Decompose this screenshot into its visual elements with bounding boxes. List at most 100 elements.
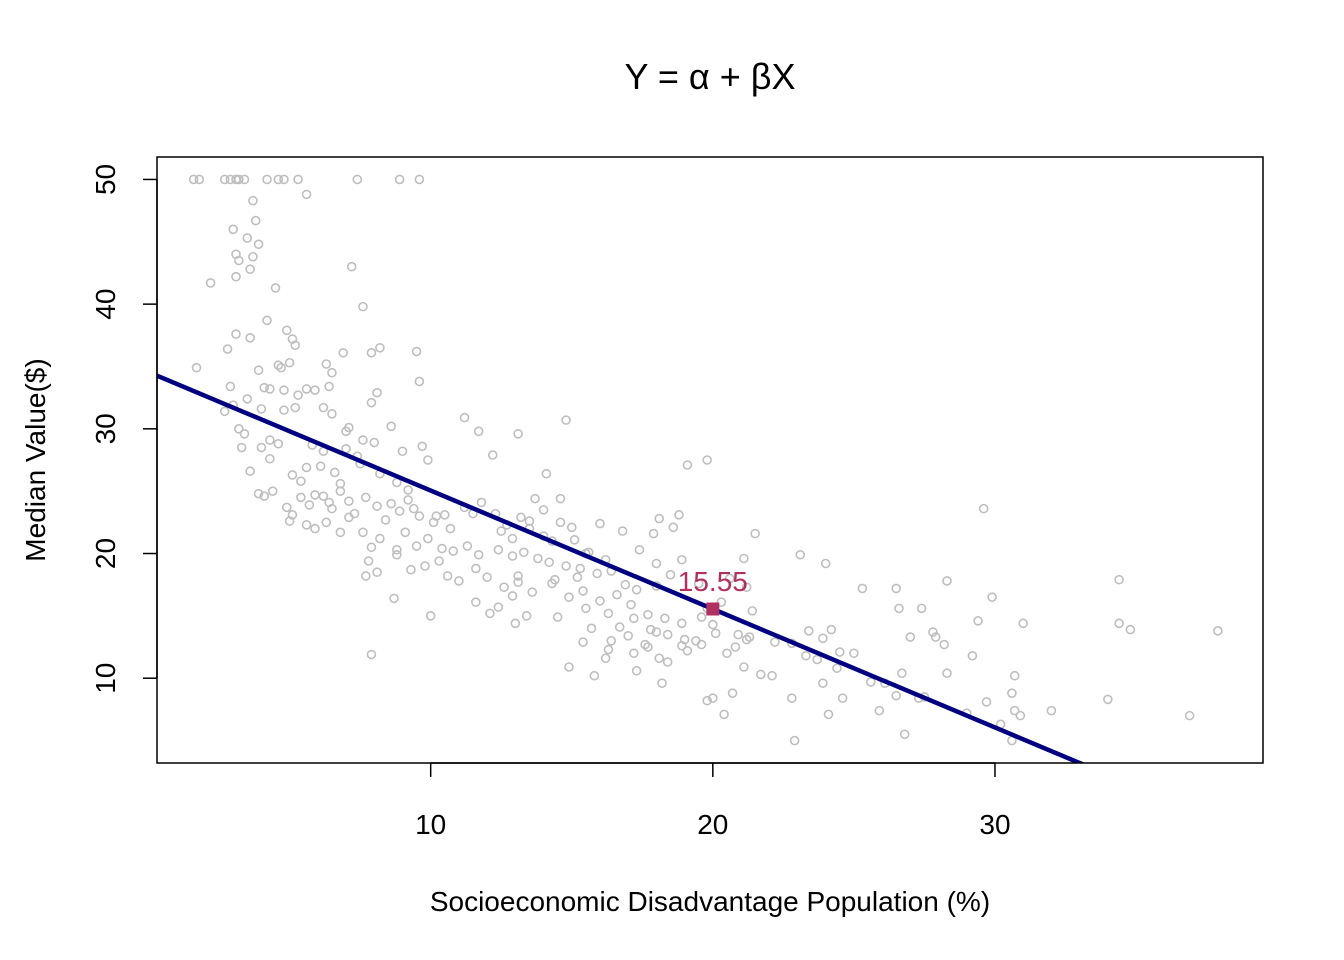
data-point — [253, 365, 264, 376]
data-point — [702, 695, 712, 706]
data-point — [527, 587, 538, 597]
data-point — [544, 557, 554, 568]
data-point — [259, 382, 270, 393]
data-point — [327, 367, 337, 378]
data-point — [640, 639, 650, 650]
data-point — [335, 478, 346, 489]
data-point — [606, 635, 617, 646]
data-point — [643, 609, 653, 620]
data-point — [857, 583, 868, 594]
prediction-marker — [706, 602, 720, 616]
data-point — [812, 654, 823, 665]
data-point — [612, 589, 622, 600]
data-point — [411, 346, 422, 357]
data-point — [837, 693, 848, 703]
data-point — [578, 586, 588, 596]
data-point — [476, 497, 487, 508]
data-point — [521, 611, 532, 621]
data-point — [473, 426, 484, 437]
data-point — [493, 602, 504, 612]
data-point — [691, 635, 701, 646]
data-point — [899, 729, 910, 740]
data-point — [493, 544, 504, 555]
data-point — [279, 174, 289, 185]
data-point — [496, 526, 507, 536]
data-point — [394, 506, 405, 516]
data-point — [239, 174, 250, 185]
data-point — [392, 544, 402, 555]
data-point — [445, 523, 456, 534]
data-point — [724, 573, 735, 584]
plot-frame — [156, 156, 1264, 764]
data-point — [188, 174, 199, 185]
data-point — [352, 174, 363, 185]
data-point — [222, 344, 233, 354]
data-point — [304, 500, 315, 510]
data-point — [403, 495, 413, 505]
data-point — [437, 543, 447, 554]
data-point — [727, 688, 738, 698]
data-point — [657, 678, 667, 689]
y-tick-label: 10 — [90, 663, 121, 694]
data-point — [981, 697, 992, 707]
data-point — [423, 455, 433, 465]
data-point — [273, 438, 284, 449]
data-point — [634, 544, 645, 555]
data-point — [654, 513, 665, 524]
data-point — [375, 533, 385, 544]
data-point — [1114, 618, 1124, 629]
data-point — [256, 442, 267, 453]
data-point — [301, 384, 312, 394]
data-point — [744, 632, 755, 642]
data-point — [928, 627, 938, 637]
x-tick-label: 30 — [979, 809, 1010, 840]
data-point — [676, 640, 687, 651]
data-point — [423, 533, 433, 544]
data-point — [595, 518, 605, 529]
data-point — [270, 283, 281, 293]
data-point — [290, 402, 301, 413]
data-point — [414, 376, 425, 387]
data-point — [1103, 694, 1113, 705]
data-point — [741, 634, 752, 645]
x-tick-label: 10 — [415, 809, 446, 840]
data-point — [265, 453, 275, 464]
data-point — [310, 490, 320, 500]
data-point — [662, 657, 673, 667]
data-point — [301, 520, 312, 530]
data-point — [552, 612, 563, 622]
data-point — [916, 603, 927, 614]
data-point — [358, 527, 368, 538]
data-point — [408, 503, 419, 514]
data-point — [1114, 574, 1124, 585]
data-point — [262, 174, 272, 185]
data-point — [533, 553, 543, 564]
data-point — [360, 571, 371, 581]
data-point — [239, 429, 250, 439]
y-axis: 10 20 30 40 50 — [90, 164, 158, 694]
data-point — [296, 492, 306, 503]
data-point — [394, 174, 405, 185]
data-point — [281, 502, 292, 513]
data-point — [1125, 624, 1136, 635]
data-point — [459, 412, 470, 423]
data-point — [513, 571, 523, 581]
data-point — [795, 549, 806, 560]
data-point — [832, 663, 842, 674]
data-point — [485, 608, 495, 619]
data-point — [755, 669, 766, 680]
data-point — [248, 195, 258, 206]
data-point — [674, 510, 684, 520]
data-point — [273, 360, 284, 371]
data-point — [414, 511, 425, 521]
data-point — [801, 650, 811, 661]
data-point — [682, 645, 693, 656]
data-point — [397, 446, 408, 457]
data-point — [1213, 626, 1223, 636]
data-point — [256, 404, 267, 414]
data-point — [1009, 670, 1020, 681]
data-point — [665, 569, 676, 580]
data-point — [820, 558, 831, 569]
data-point — [219, 174, 230, 185]
data-point — [648, 528, 659, 539]
